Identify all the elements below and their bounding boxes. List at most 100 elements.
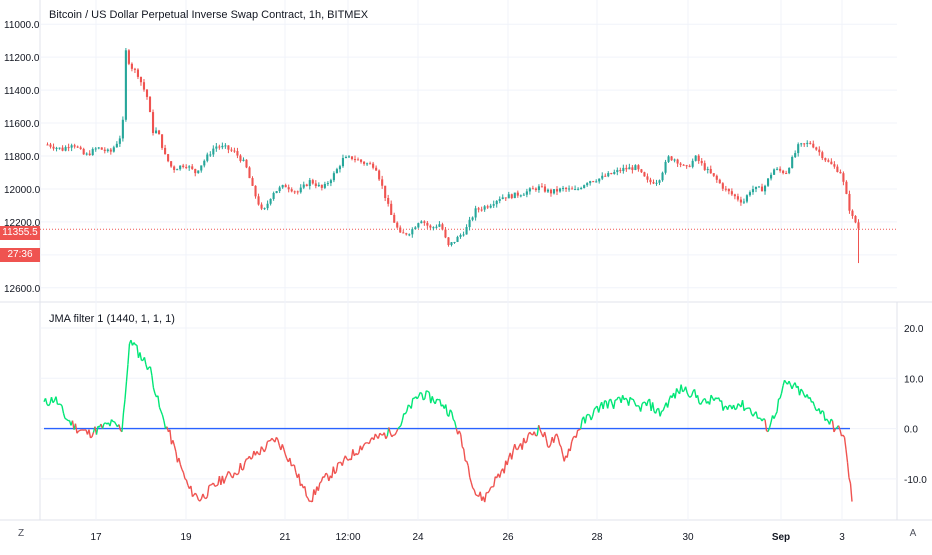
candle-body	[698, 156, 700, 161]
candle-body	[619, 170, 621, 171]
candle-body	[484, 206, 486, 209]
candle-body	[797, 144, 799, 153]
osc-segment	[357, 453, 358, 455]
candle-body	[583, 185, 585, 188]
osc-segment	[608, 401, 609, 409]
osc-segment	[123, 400, 124, 413]
osc-segment	[176, 452, 177, 463]
candle-body	[743, 202, 745, 203]
osc-segment	[554, 436, 555, 443]
candle-body	[764, 186, 766, 192]
log-scale-toggle[interactable]: Z	[14, 528, 28, 539]
candle-body	[300, 188, 302, 193]
osc-segment	[96, 426, 97, 434]
osc-segment	[489, 487, 490, 491]
candle-body	[655, 183, 657, 184]
osc-segment	[518, 446, 519, 449]
osc-segment	[179, 458, 180, 465]
candle-body	[360, 160, 362, 162]
candle-body	[62, 148, 64, 151]
candle-body	[845, 182, 847, 194]
price-tick-label: 11200.0	[4, 53, 40, 64]
osc-segment	[462, 447, 463, 449]
candle-body	[152, 112, 154, 133]
osc-segment	[782, 386, 783, 393]
osc-segment	[546, 439, 547, 447]
osc-segment	[266, 442, 267, 449]
candle-body	[167, 154, 169, 161]
candle-body	[664, 162, 666, 173]
candle-body	[194, 169, 196, 173]
osc-segment	[561, 447, 562, 454]
candle-body	[544, 186, 546, 191]
osc-segment	[45, 398, 46, 404]
osc-segment	[396, 429, 397, 432]
osc-segment	[534, 432, 535, 436]
indicator-title[interactable]: JMA filter 1 (1440, 1, 1, 1)	[49, 313, 175, 325]
candle-body	[761, 187, 763, 192]
candle-body	[143, 82, 145, 89]
candle-body	[236, 151, 238, 155]
osc-segment	[225, 475, 226, 478]
candle-body	[288, 187, 290, 189]
osc-segment	[48, 404, 49, 406]
candle-body	[785, 173, 787, 174]
osc-segment	[285, 455, 286, 459]
osc-segment	[468, 466, 469, 477]
osc-segment	[734, 405, 735, 410]
candle-body	[435, 227, 437, 228]
candle-body	[68, 147, 70, 148]
candle-body	[282, 185, 284, 187]
osc-segment	[702, 399, 703, 402]
osc-segment	[56, 397, 57, 405]
candle-body	[695, 156, 697, 161]
osc-segment	[161, 411, 162, 415]
candle-body	[333, 173, 335, 180]
candle-body	[297, 191, 299, 192]
auto-scale-toggle[interactable]: A	[906, 528, 920, 539]
osc-segment	[140, 352, 141, 360]
candle-body	[218, 147, 220, 148]
candle-body	[616, 170, 618, 172]
candle-body	[438, 224, 440, 227]
candle-body	[119, 138, 121, 143]
candle-body	[737, 196, 739, 199]
candle-body	[481, 210, 483, 211]
candle-body	[408, 234, 410, 235]
osc-segment	[827, 419, 828, 421]
candle-body	[683, 165, 685, 166]
candle-body	[330, 180, 332, 183]
candle-body	[776, 169, 778, 170]
candle-body	[164, 148, 166, 154]
candle-body	[680, 164, 682, 165]
candle-body	[746, 195, 748, 201]
candle-body	[65, 147, 67, 151]
candle-body	[264, 208, 266, 209]
osc-segment	[690, 396, 691, 398]
candle-body	[441, 224, 443, 229]
osc-tick-label: 10.0	[904, 374, 924, 385]
osc-segment	[90, 437, 91, 438]
candle-body	[836, 167, 838, 172]
candle-body	[402, 232, 404, 233]
osc-segment	[147, 367, 148, 369]
osc-segment	[641, 404, 642, 412]
candle-body	[752, 189, 754, 192]
candle-body	[270, 199, 272, 204]
candle-body	[276, 191, 278, 193]
candle-body	[381, 179, 383, 185]
candle-body	[704, 163, 706, 170]
candle-body	[487, 206, 489, 207]
osc-segment	[306, 496, 307, 498]
candle-body	[267, 204, 269, 208]
osc-segment	[162, 415, 163, 421]
osc-segment	[803, 391, 804, 395]
osc-segment	[743, 400, 744, 411]
candle-body	[622, 168, 624, 171]
candle-body	[589, 181, 591, 183]
candle-body	[251, 178, 253, 186]
osc-segment	[183, 472, 184, 478]
osc-segment	[224, 479, 225, 484]
